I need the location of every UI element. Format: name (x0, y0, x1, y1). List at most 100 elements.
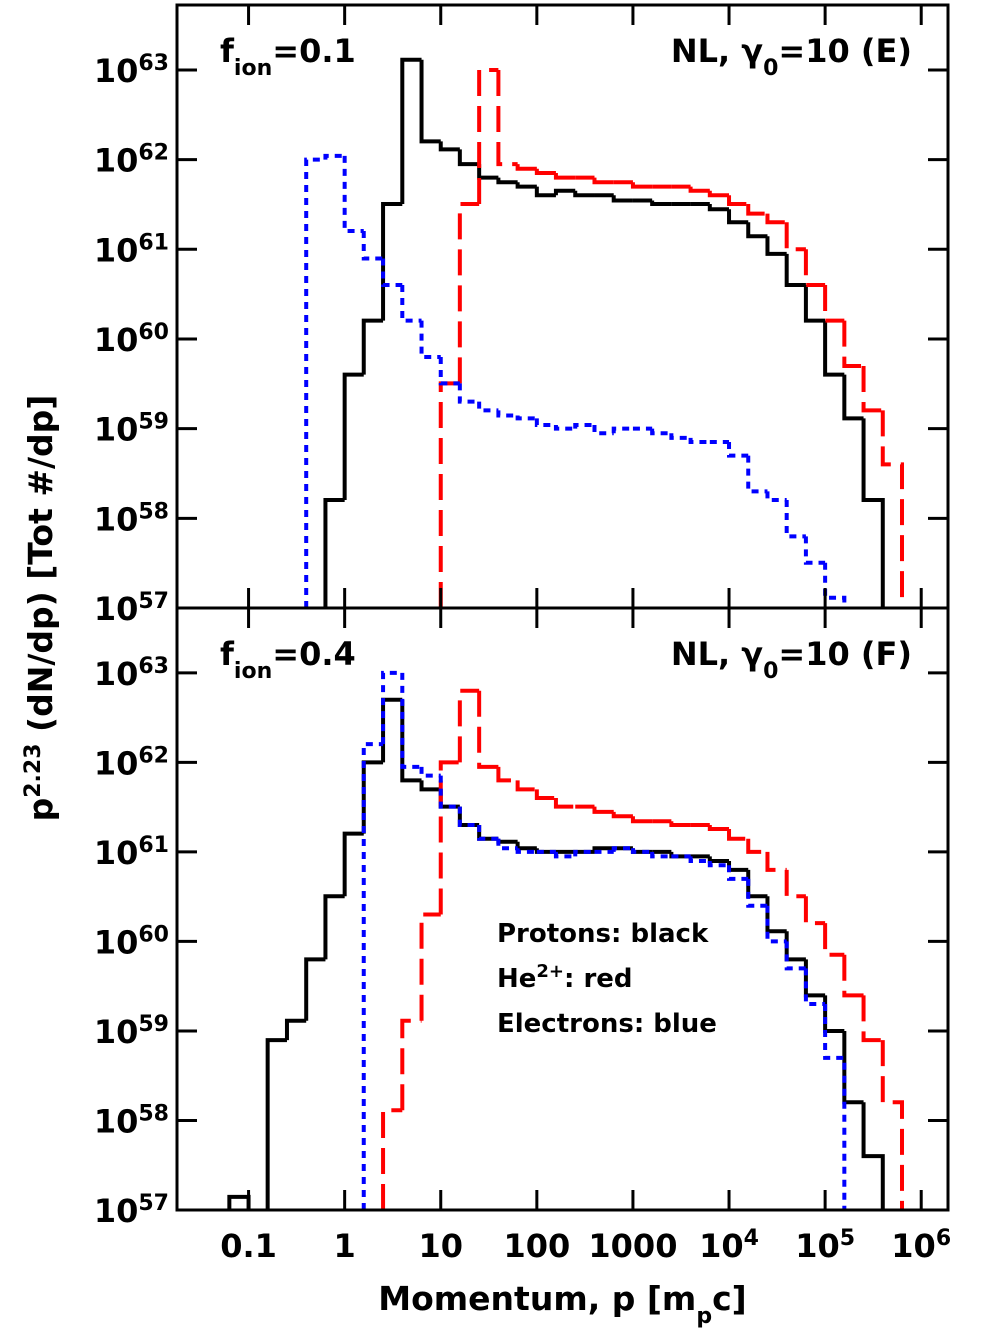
histogram-step (842, 1030, 864, 1105)
histogram-step (688, 437, 710, 444)
x-tick-label: 1 (334, 1227, 356, 1265)
histogram-step (496, 766, 518, 783)
panel-label-part: ion (234, 659, 272, 684)
histogram-step (784, 941, 806, 971)
legend-note: Protons: black (497, 919, 709, 949)
x-tick-label: 1000 (588, 1227, 677, 1265)
histogram-step (323, 894, 345, 960)
histogram-step (381, 697, 403, 763)
histogram-step (650, 200, 672, 206)
y-tick-label: 1057 (94, 589, 169, 629)
histogram-step (496, 69, 518, 167)
histogram-step (400, 1018, 422, 1111)
plot-area (227, 670, 904, 1210)
histogram-step (650, 851, 672, 859)
x-tick-label: 105 (795, 1226, 855, 1266)
histogram-step (573, 190, 595, 198)
y-tick-label-exponent: 62 (138, 743, 169, 768)
histogram-step (419, 766, 441, 778)
y-tick-label-base: 10 (94, 1102, 139, 1140)
histogram-step (861, 365, 883, 413)
histogram-step (304, 957, 326, 1021)
histogram-step (630, 816, 653, 824)
panel-title-part: 0 (763, 56, 778, 81)
panel-label-part: =0.4 (272, 635, 356, 673)
histogram-step (803, 959, 826, 998)
histogram-step (765, 213, 787, 225)
histogram-step (304, 157, 326, 608)
histogram-step (803, 536, 826, 565)
histogram-step (457, 149, 480, 167)
histogram-step (419, 320, 441, 359)
y-tick-label-exponent: 63 (138, 653, 169, 678)
y-axis-label-part: (dN/dp) [Tot #/dp] (21, 395, 60, 744)
y-tick-label-base: 10 (94, 142, 139, 180)
histogram-step (765, 491, 787, 503)
histogram-step (515, 415, 537, 421)
histogram-step (803, 896, 826, 926)
legend-note-part: Protons: black (497, 919, 709, 949)
histogram-step (496, 838, 518, 851)
histogram-step (534, 186, 556, 198)
histogram-step (823, 995, 845, 1033)
y-tick-label-exponent: 58 (138, 499, 169, 524)
x-axis-label: Momentum, p [mpc] (378, 1279, 746, 1329)
x-tick-label-exponent: 6 (936, 1226, 951, 1251)
y-tick-label-base: 10 (94, 52, 139, 90)
y-tick-label: 1063 (94, 50, 169, 90)
y-tick-label-exponent: 61 (138, 832, 169, 857)
histogram-step (381, 670, 403, 745)
histogram-step (400, 57, 422, 204)
histogram-step (842, 954, 864, 998)
y-tick-label-exponent: 57 (138, 589, 169, 614)
x-tick-label: 106 (891, 1226, 951, 1266)
histogram-step (803, 968, 826, 1006)
histogram-step (803, 249, 826, 287)
histogram-step (457, 383, 480, 404)
histogram-step (765, 896, 787, 934)
histogram-step (534, 418, 556, 427)
histogram-step (784, 222, 806, 252)
y-tick-label-base: 10 (94, 500, 139, 538)
y-tick-label-base: 10 (94, 590, 139, 628)
y-tick-label-exponent: 63 (138, 50, 169, 75)
histogram-step (515, 182, 537, 189)
y-tick-label-base: 10 (94, 231, 139, 269)
histogram-step (630, 182, 653, 189)
x-tick-label: 0.1 (220, 1227, 277, 1265)
histogram-step (727, 441, 749, 458)
panel-label-part: f (220, 635, 235, 673)
y-tick-label: 1061 (94, 832, 169, 872)
y-tick-label-base: 10 (94, 1192, 139, 1230)
x-tick-label-base: 10 (699, 1227, 744, 1265)
y-tick-label-base: 10 (94, 744, 139, 782)
panel-label-part: f (220, 32, 235, 70)
x-tick-label-exponent: 4 (744, 1226, 759, 1251)
y-tick-label: 1060 (94, 922, 169, 962)
histogram-step (419, 59, 441, 144)
y-tick-label: 1062 (94, 743, 169, 783)
x-tick-label-base: 1000 (588, 1227, 677, 1265)
y-tick-label-exponent: 57 (138, 1191, 169, 1216)
y-axis-label-part: 2.23 (21, 743, 46, 797)
histogram-step (438, 775, 460, 809)
panel-title-part: NL, γ (671, 32, 763, 70)
histogram-step (611, 426, 633, 434)
panel-title-part: =10 (E) (778, 32, 912, 70)
histogram-step (784, 931, 806, 962)
histogram-step (534, 789, 556, 800)
histogram-step (400, 672, 422, 769)
panel-title-part: NL, γ (671, 635, 763, 673)
histogram-step (323, 153, 345, 160)
histogram-step (381, 202, 403, 321)
histogram-step (727, 209, 749, 225)
histogram-step (457, 806, 480, 827)
histogram-step (342, 372, 364, 501)
histogram-step (784, 253, 806, 287)
legend-note-part: Electrons: blue (497, 1009, 717, 1039)
histogram-step (438, 760, 460, 915)
y-tick-label-base: 10 (94, 1013, 139, 1051)
y-tick-label: 1062 (94, 140, 169, 180)
histogram-step (592, 424, 614, 436)
histogram-step (400, 284, 422, 323)
